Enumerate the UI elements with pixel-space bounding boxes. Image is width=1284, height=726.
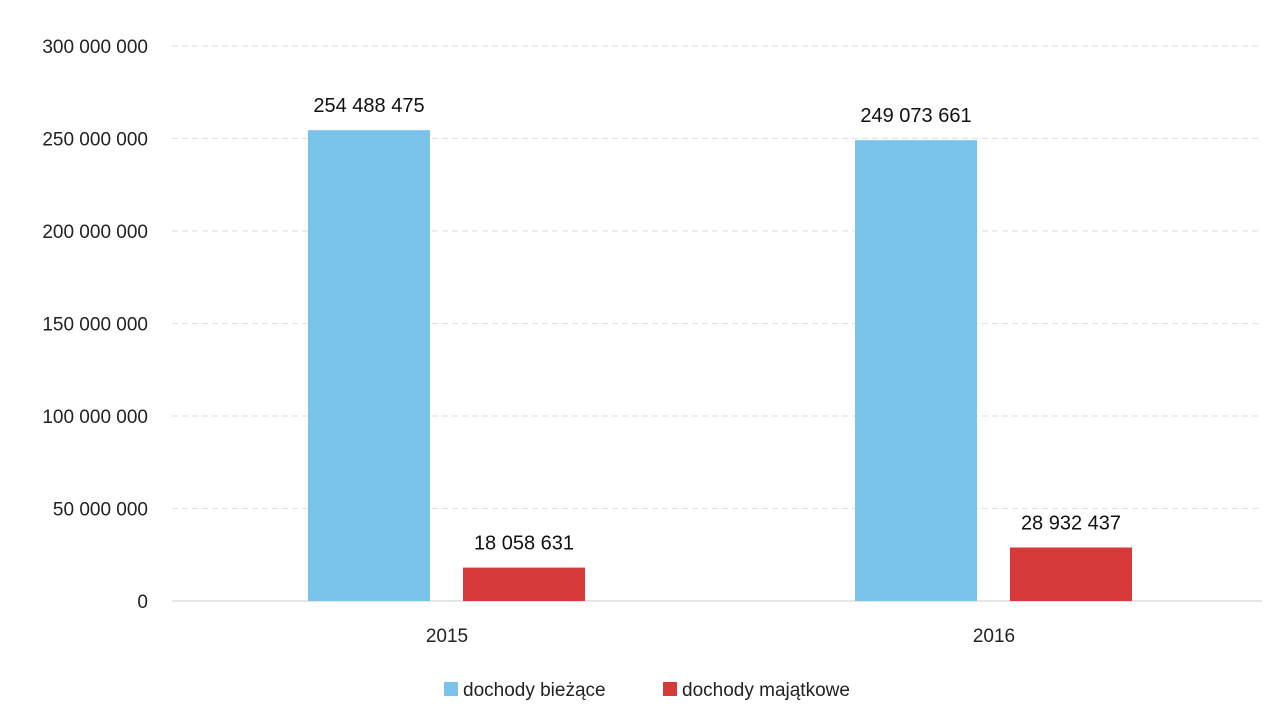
y-tick-label: 200 000 000 <box>42 222 148 243</box>
y-tick-label: 50 000 000 <box>53 500 148 521</box>
legend-label: dochody majątkowe <box>682 680 850 701</box>
x-category-label: 2015 <box>426 626 468 647</box>
legend-swatch <box>444 682 458 696</box>
y-tick-label: 300 000 000 <box>42 37 148 58</box>
x-axis-categories: 2015 2016 <box>426 626 1015 647</box>
data-label: 254 488 475 <box>313 95 424 117</box>
y-axis-ticks: 0 50 000 000 100 000 000 150 000 000 200 000… <box>42 37 148 613</box>
y-tick-label: 250 000 000 <box>42 130 148 151</box>
data-label: 28 932 437 <box>1021 512 1121 534</box>
data-labels: 254 488 475 249 073 661 18 058 631 28 932 4… <box>313 95 1121 554</box>
bars <box>308 130 1132 601</box>
y-tick-label: 100 000 000 <box>42 407 148 428</box>
legend-label: dochody bieżące <box>463 680 606 701</box>
bar-dochody-majatkowe-2015 <box>463 567 585 601</box>
y-tick-label: 0 <box>137 592 148 613</box>
data-label: 18 058 631 <box>474 533 574 555</box>
y-tick-label: 150 000 000 <box>42 315 148 336</box>
legend-swatch <box>663 682 677 696</box>
x-category-label: 2016 <box>973 626 1015 647</box>
legend: dochody bieżące dochody majątkowe <box>444 680 850 701</box>
bar-dochody-biezace-2015 <box>308 130 430 601</box>
data-label: 249 073 661 <box>860 105 971 127</box>
bar-dochody-majatkowe-2016 <box>1010 547 1132 601</box>
bar-dochody-biezace-2016 <box>855 140 977 601</box>
